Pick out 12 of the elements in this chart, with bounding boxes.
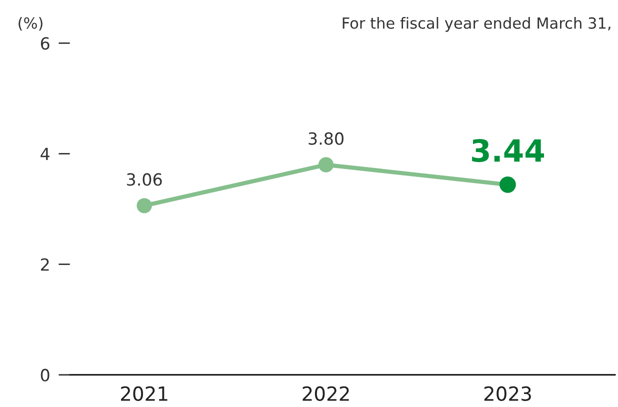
y-tick-label: 6 [40,37,50,50]
data-label: 3.80 [308,132,344,145]
x-tick-label: 2021 [121,386,168,402]
data-label: 3.06 [127,173,162,186]
y-axis-title: (%) [18,17,42,31]
text: For the fiscal year ended March 31, [342,17,610,32]
y-tick-label: 4 [40,148,50,160]
y-tick-label: 2 [41,258,49,271]
data-label: 3.44 [472,138,544,162]
x-tick-label: 2022 [302,386,349,402]
y-tick-label: 0 [40,368,50,382]
x-tick-label: 2023 [484,386,531,402]
